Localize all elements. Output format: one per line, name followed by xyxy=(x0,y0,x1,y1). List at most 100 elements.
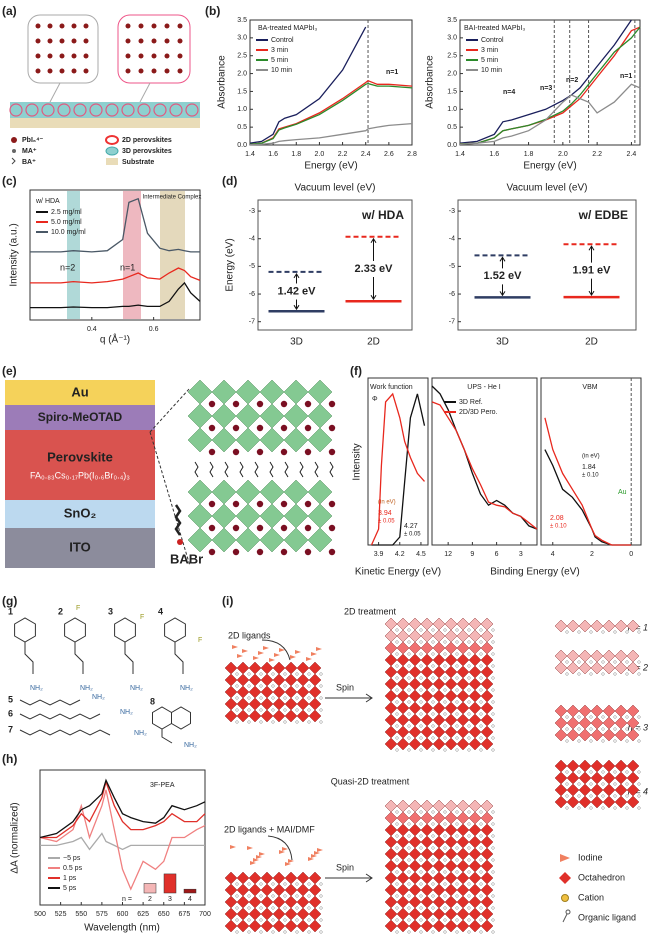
cation xyxy=(637,806,641,810)
cation xyxy=(577,672,581,676)
cation xyxy=(601,782,605,786)
cation xyxy=(419,894,423,898)
x-tick-label: 2 xyxy=(590,551,594,558)
octahedron xyxy=(236,895,250,909)
molecule-number: 3 xyxy=(108,606,113,616)
annotation: ± 0.05 xyxy=(378,519,395,525)
octahedron xyxy=(396,713,410,727)
octahedron xyxy=(602,619,616,633)
molecules-g: 1 2 3 4 5 6 7 8 F F F NH₂ NH₂ NH₂ NH₂ NH… xyxy=(8,605,202,749)
gap-label: 2.33 eV xyxy=(355,263,394,275)
cation xyxy=(637,782,641,786)
cation xyxy=(491,906,495,910)
y-tick-label: -5 xyxy=(449,263,455,270)
y-tick-label: 2.0 xyxy=(237,70,247,77)
grain xyxy=(137,103,151,117)
atom xyxy=(138,53,144,59)
ligand xyxy=(299,461,304,478)
cation xyxy=(235,906,239,910)
octahedron xyxy=(468,883,482,897)
annotation: 2.08 xyxy=(550,515,564,522)
x-tick-label: 2 xyxy=(148,896,152,903)
cation xyxy=(601,806,605,810)
octahedron xyxy=(590,716,604,730)
octahedron xyxy=(566,771,580,785)
cation xyxy=(565,715,569,719)
band xyxy=(123,191,141,319)
octahedron xyxy=(296,895,310,909)
octahedron xyxy=(480,799,494,813)
plot-frame xyxy=(457,199,637,331)
octahedron xyxy=(456,641,470,655)
octahedron xyxy=(307,427,333,453)
cation xyxy=(419,834,423,838)
octahedron xyxy=(248,697,262,711)
cation xyxy=(407,700,411,704)
y-tick-label: -7 xyxy=(249,319,255,326)
x-tick-label: 1.4 xyxy=(455,151,465,158)
octahedron xyxy=(468,641,482,655)
octahedron xyxy=(480,919,494,933)
octahedron xyxy=(614,704,628,718)
plot-frame xyxy=(257,199,413,331)
octahedron xyxy=(480,689,494,703)
atom xyxy=(328,500,336,508)
cation xyxy=(431,652,435,656)
schematic-a: PbI₆⁴⁻ MA⁺ BA⁺ 2D perovskites 3D perovsk… xyxy=(10,14,200,166)
octahedron xyxy=(444,713,458,727)
cation xyxy=(467,628,471,632)
atom xyxy=(208,448,216,456)
cation xyxy=(467,858,471,862)
octahedron xyxy=(602,771,616,785)
atom xyxy=(138,68,144,74)
legend-label: 5 min xyxy=(481,57,498,64)
cation xyxy=(601,672,605,676)
x-tick-label: 600 xyxy=(117,911,129,918)
cation xyxy=(479,640,483,644)
octahedron xyxy=(554,704,568,718)
octahedron xyxy=(578,728,592,742)
octahedron xyxy=(626,661,640,675)
cation xyxy=(443,822,447,826)
octahedron xyxy=(384,823,398,837)
octahedron xyxy=(566,759,580,773)
cation xyxy=(625,806,629,810)
gap-label: 1.42 eV xyxy=(278,285,317,297)
atom xyxy=(328,524,336,532)
x-tick-label: 1.6 xyxy=(489,151,499,158)
cation xyxy=(601,770,605,774)
iodine xyxy=(311,652,317,656)
cation xyxy=(479,724,483,728)
cation xyxy=(625,630,629,634)
octahedron xyxy=(468,617,482,631)
octahedron xyxy=(384,677,398,691)
octahedron xyxy=(480,617,494,631)
atom-label: F xyxy=(198,637,202,644)
y-tick-label: 2.0 xyxy=(447,70,457,77)
annotation: n=2 xyxy=(566,77,578,84)
atom xyxy=(232,524,240,532)
data-line xyxy=(370,392,425,546)
cation xyxy=(467,700,471,704)
octahedron xyxy=(432,835,446,849)
octahedron xyxy=(272,685,286,699)
x-tick-label: 625 xyxy=(137,911,149,918)
atom xyxy=(280,548,288,556)
atom xyxy=(232,548,240,556)
octahedron xyxy=(420,653,434,667)
octahedron xyxy=(480,641,494,655)
cation xyxy=(407,882,411,886)
octahedron xyxy=(408,641,422,655)
octahedron xyxy=(420,799,434,813)
cation xyxy=(431,664,435,668)
legend-label: 10 min xyxy=(481,67,502,74)
panel-label: (c) xyxy=(2,174,17,188)
octahedron xyxy=(248,895,262,909)
cation xyxy=(455,858,459,862)
ligand xyxy=(194,461,199,478)
chart-title: BA-treated MAPbI₃ xyxy=(258,25,317,32)
cation xyxy=(601,739,605,743)
cation xyxy=(395,664,399,668)
octahedron xyxy=(211,479,237,505)
cation xyxy=(455,748,459,752)
